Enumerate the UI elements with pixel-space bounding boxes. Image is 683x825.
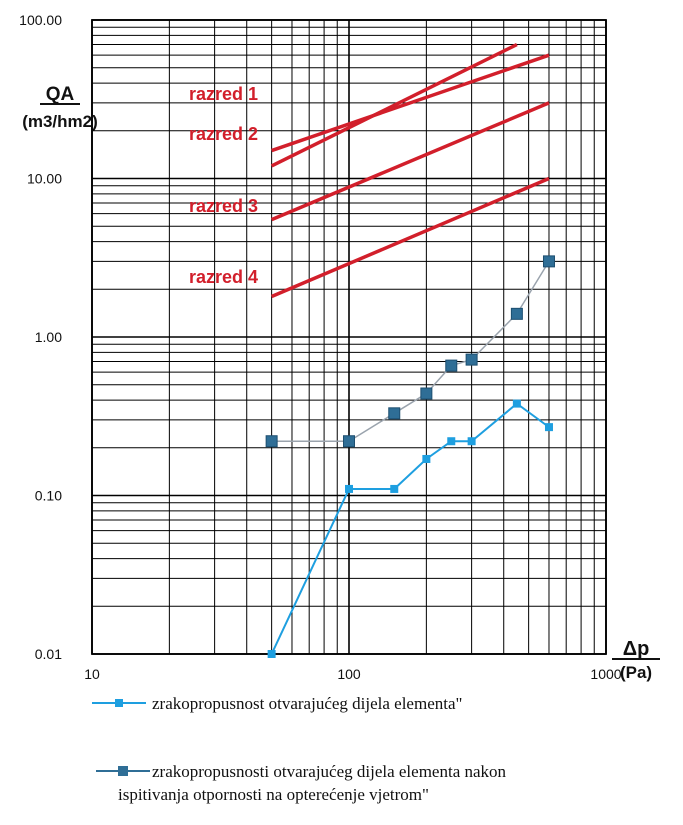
class-lines <box>270 42 550 299</box>
x-tick-label: 10 <box>84 666 100 682</box>
y-tick-label: 100.00 <box>19 12 62 28</box>
x-tick-label: 100 <box>337 666 361 682</box>
class-label: razred 2 <box>189 124 258 144</box>
data-point <box>420 387 433 400</box>
plot-border <box>91 19 607 655</box>
series-line <box>270 402 550 655</box>
data-point <box>542 255 555 268</box>
tick-labels: 100.00 10.00 1.00 0.10 0.01 10 100 1000 <box>19 12 622 682</box>
data-point <box>345 484 353 493</box>
data-point <box>422 454 431 463</box>
data-series <box>265 255 555 658</box>
class-label: razred 4 <box>189 267 258 287</box>
y-tick-label: 0.10 <box>35 488 62 504</box>
y-tick-label: 0.01 <box>35 646 62 662</box>
class-label: razred 1 <box>189 84 258 104</box>
y-axis-title: QA <box>46 84 75 105</box>
legend-item-1: zrakopropusnost otvarajućeg dijela eleme… <box>92 694 462 713</box>
y-axis-unit: (m3/hm2) <box>22 112 98 131</box>
class-label: razred 3 <box>189 196 258 216</box>
legend-label-2-line-1: zrakopropusnosti otvarajućeg dijela elem… <box>152 762 507 781</box>
legend-label-2-line-2: ispitivanja otpornosti na opterećenje vj… <box>118 785 429 804</box>
data-point <box>265 435 278 448</box>
data-point <box>388 407 401 420</box>
data-point <box>267 650 276 658</box>
class-line <box>271 53 550 153</box>
data-point <box>390 484 399 493</box>
x-tick-label: 1000 <box>590 666 621 682</box>
data-point <box>445 359 458 372</box>
class-labels: razred 1 razred 2 razred 3 razred 4 <box>189 84 258 287</box>
data-point <box>447 437 456 446</box>
legend-label-1: zrakopropusnost otvarajućeg dijela eleme… <box>152 694 462 713</box>
legend-item-2: zrakopropusnosti otvarajućeg dijela elem… <box>96 762 507 804</box>
data-point <box>544 423 553 432</box>
x-axis-title: Δp <box>623 638 650 660</box>
class-line <box>270 101 550 222</box>
y-tick-label: 1.00 <box>35 329 62 345</box>
x-axis-unit: (Pa) <box>620 663 652 682</box>
data-point <box>510 307 523 320</box>
data-point <box>467 437 476 446</box>
data-point <box>465 353 478 366</box>
legend: zrakopropusnost otvarajućeg dijela eleme… <box>92 694 507 804</box>
chart-grid <box>91 19 607 655</box>
y-tick-label: 10.00 <box>27 171 62 187</box>
data-point <box>343 435 355 448</box>
legend-marker-2 <box>118 766 128 776</box>
class-line <box>270 176 550 299</box>
class-line <box>270 42 518 168</box>
legend-marker-1 <box>115 699 123 707</box>
series-line <box>271 260 550 442</box>
data-point <box>512 399 521 408</box>
